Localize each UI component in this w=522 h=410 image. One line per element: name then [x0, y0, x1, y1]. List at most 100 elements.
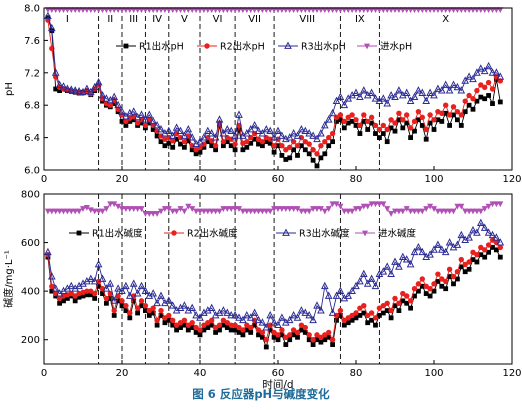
data-point	[317, 129, 325, 137]
data-point	[88, 288, 94, 294]
data-point	[76, 7, 83, 14]
data-point	[488, 68, 497, 76]
series-R2	[45, 17, 503, 157]
data-point	[439, 110, 445, 117]
data-point	[189, 320, 195, 326]
data-point	[84, 292, 90, 298]
data-point	[170, 138, 176, 144]
data-point	[404, 120, 410, 126]
data-point	[127, 119, 133, 124]
data-point	[310, 206, 317, 212]
data-point	[44, 208, 51, 215]
data-point	[419, 114, 425, 121]
data-point	[465, 233, 473, 241]
data-point	[497, 201, 504, 208]
data-point	[361, 310, 367, 316]
data-point	[236, 7, 242, 14]
data-point	[445, 238, 454, 246]
data-point	[212, 143, 219, 149]
legend-item-R3: R3出水碱度	[276, 228, 350, 240]
data-point	[60, 208, 67, 215]
data-point	[466, 208, 473, 215]
data-point	[321, 7, 328, 14]
data-point	[497, 254, 503, 260]
y-axis-label: 碱度/mg·L⁻¹	[2, 250, 15, 308]
data-point	[383, 99, 392, 107]
data-point	[157, 125, 165, 133]
legend-marker	[282, 228, 290, 236]
data-point	[123, 123, 129, 128]
legend-marker	[364, 43, 370, 50]
data-point	[87, 7, 94, 14]
data-point	[474, 87, 480, 94]
stage-label: IV	[152, 14, 162, 25]
data-point	[150, 305, 156, 311]
data-point	[84, 288, 90, 294]
data-point	[301, 308, 310, 316]
data-point	[396, 308, 402, 313]
data-point	[338, 117, 343, 123]
data-point	[295, 334, 300, 340]
data-point	[302, 324, 308, 331]
data-point	[67, 281, 76, 290]
data-point	[86, 87, 95, 96]
data-point	[321, 208, 328, 215]
data-point	[446, 266, 453, 272]
data-point	[353, 315, 359, 321]
data-point	[368, 114, 375, 121]
data-point	[477, 208, 484, 215]
data-point	[480, 223, 489, 231]
series-influent	[44, 7, 504, 14]
data-point	[221, 143, 226, 149]
legend-item-R1: R1出水碱度	[69, 228, 143, 240]
data-point	[72, 208, 79, 215]
data-point	[368, 7, 375, 14]
data-point	[408, 305, 413, 311]
data-point	[209, 143, 215, 149]
data-point	[306, 7, 313, 14]
data-point	[484, 228, 493, 236]
data-point	[212, 208, 219, 215]
data-point	[482, 84, 488, 91]
series-R3	[44, 218, 505, 331]
data-point	[164, 126, 173, 135]
data-point	[494, 247, 499, 253]
data-point	[360, 7, 367, 14]
data-point	[181, 208, 188, 215]
figure-caption: 图 6 反应器pH与碱度变化	[0, 386, 522, 402]
data-point	[126, 7, 133, 14]
data-point	[115, 7, 122, 14]
data-point	[185, 203, 192, 210]
data-point	[485, 7, 492, 14]
data-point	[158, 7, 164, 14]
data-point	[65, 296, 70, 301]
legend-label: R1出水pH	[139, 41, 184, 53]
data-point	[215, 115, 224, 123]
data-point	[345, 208, 352, 215]
data-point	[267, 7, 274, 14]
data-point	[314, 151, 320, 157]
data-point	[68, 208, 75, 215]
data-point	[267, 136, 273, 142]
data-point	[216, 7, 223, 14]
data-point	[139, 303, 144, 309]
data-point	[384, 126, 390, 133]
data-point	[326, 334, 332, 340]
data-point	[406, 96, 415, 105]
data-point	[376, 201, 383, 208]
data-point	[267, 140, 273, 146]
stage-label: I	[66, 14, 69, 25]
data-point	[384, 139, 390, 145]
data-point	[290, 327, 297, 333]
data-point	[431, 281, 437, 287]
data-point	[291, 332, 296, 338]
x-tick-label: 0	[41, 174, 47, 185]
data-point	[477, 7, 484, 14]
data-point	[220, 138, 227, 145]
data-point	[271, 149, 277, 155]
caption-label: 图 6	[192, 387, 216, 401]
data-point	[348, 286, 356, 295]
data-point	[418, 88, 427, 96]
data-point	[242, 310, 251, 319]
data-point	[114, 284, 122, 292]
